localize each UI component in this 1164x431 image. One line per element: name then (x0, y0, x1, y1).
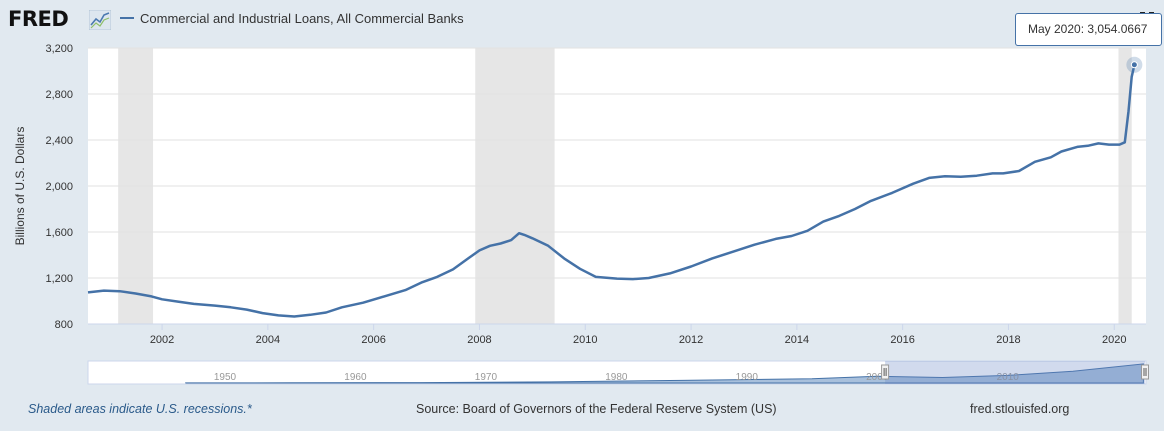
navigator-label: 2000 (866, 372, 889, 383)
footer: Shaded areas indicate U.S. recessions.* … (0, 396, 1164, 420)
y-axis: 800 1,200 1,600 2,000 2,400 2,800 3,200 (45, 43, 73, 331)
chart-header: FRED Commercial and Industrial Loans, Al… (0, 0, 1164, 40)
navigator-label: 1970 (475, 372, 498, 383)
fred-logo[interactable]: FRED (8, 7, 69, 31)
x-axis: 2002 2004 2006 2008 2010 2012 2014 2016 2018 2020 (88, 323, 1146, 346)
tooltip-value: 3,054.0667 (1087, 22, 1148, 36)
navigator-series (185, 363, 1144, 384)
y-tick-label: 1,200 (45, 273, 73, 285)
navigator[interactable]: 1950 1960 1970 1980 1990 2000 2010 (87, 360, 1149, 385)
x-tick-label: 2010 (573, 334, 597, 346)
y-axis-label: Billions of U.S. Dollars (13, 127, 27, 246)
navigator-handle[interactable] (1141, 364, 1149, 380)
recession-note[interactable]: Shaded areas indicate U.S. recessions.* (28, 402, 252, 416)
navigator-handle[interactable] (881, 364, 890, 380)
x-tick-label: 2006 (361, 334, 385, 346)
y-tick-label: 800 (55, 319, 73, 331)
legend-item[interactable]: Commercial and Industrial Loans, All Com… (120, 11, 464, 26)
x-tick-label: 2008 (467, 334, 491, 346)
tooltip-date: May 2020: (1028, 22, 1085, 36)
navigator-label: 2010 (997, 372, 1020, 383)
y-tick-label: 3,200 (45, 43, 73, 55)
y-tick-label: 2,800 (45, 89, 73, 101)
y-tick-label: 2,000 (45, 181, 73, 193)
tooltip: May 2020: 3,054.0667 (1015, 13, 1162, 46)
series-title: Commercial and Industrial Loans, All Com… (140, 11, 464, 26)
x-tick-label: 2004 (256, 334, 280, 346)
x-tick-label: 2018 (996, 334, 1020, 346)
source-note: Source: Board of Governors of the Federa… (416, 402, 777, 416)
x-tick-label: 2020 (1102, 334, 1126, 346)
x-tick-label: 2012 (679, 334, 703, 346)
y-tick-label: 1,600 (45, 227, 73, 239)
x-tick-label: 2014 (785, 334, 809, 346)
site-link[interactable]: fred.stlouisfed.org (970, 402, 1070, 416)
y-tick-label: 2,400 (45, 135, 73, 147)
navigator-label: 1950 (214, 372, 237, 383)
legend-swatch (120, 16, 134, 19)
navigator-label: 1980 (605, 372, 628, 383)
hover-point (1130, 61, 1138, 69)
series-group (87, 56, 1143, 318)
navigator-label: 1960 (344, 372, 367, 383)
x-tick-label: 2002 (150, 334, 174, 346)
series-line (87, 64, 1136, 318)
line-graph-icon (89, 10, 111, 30)
navigator-label: 1990 (736, 372, 759, 383)
x-tick-label: 2016 (890, 334, 914, 346)
navigator-selection (885, 361, 1145, 384)
